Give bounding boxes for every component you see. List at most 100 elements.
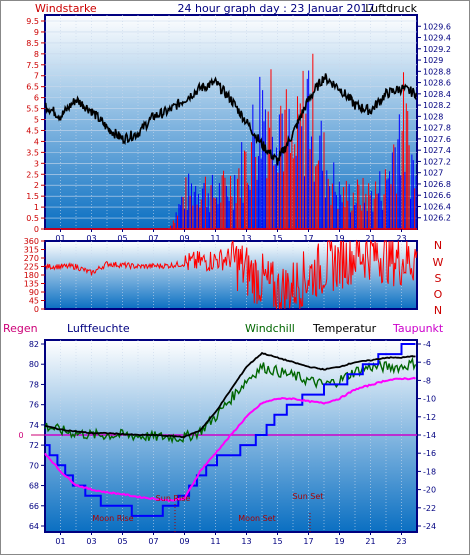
- humidity-tick-label: 66: [29, 502, 39, 511]
- humidity-label: Luftfeuchte: [67, 322, 130, 335]
- hour-bottom-tick-label: 05: [117, 537, 127, 546]
- hour-bottom-tick-label: 09: [179, 537, 189, 546]
- wind-tick-label: 6: [34, 94, 39, 103]
- hour-bottom-tick-label: 19: [334, 537, 344, 546]
- wind-tick-label: 5.5: [26, 105, 39, 114]
- hour-tick-label: 23: [396, 234, 406, 243]
- hour-bottom-tick-label: 17: [303, 537, 313, 546]
- chart-title: 24 hour graph day : 23 Januar 2017: [178, 2, 375, 15]
- temperature-line: [44, 351, 416, 439]
- temperature-tick-label: -18: [423, 467, 436, 476]
- wind-direction-series: [44, 239, 418, 310]
- temperature-tick-label: -14: [423, 431, 436, 440]
- pressure-tick-label: 1026.6: [423, 191, 451, 200]
- pressure-tick-label: 1029.2: [423, 45, 451, 54]
- wind-tick-label: 8: [34, 50, 39, 59]
- humidity-tick-label: 78: [29, 380, 39, 389]
- temperature-tick-label: -22: [423, 504, 436, 513]
- hour-bottom-tick-label: 15: [272, 537, 282, 546]
- direction-tick-label: 0: [34, 305, 39, 314]
- humidity-tick-label: 70: [29, 461, 39, 470]
- hour-tick-label: 07: [148, 234, 158, 243]
- temperature-tick-label: -24: [423, 522, 436, 531]
- hour-tick-label: 09: [179, 234, 189, 243]
- direction-tick-label: 45: [29, 297, 39, 306]
- direction-tick-label: 180: [24, 271, 39, 280]
- dewpoint-label: Taupunkt: [392, 322, 444, 335]
- hour-bottom-tick-label: 21: [365, 537, 375, 546]
- humidity-tick-label: 72: [29, 441, 39, 450]
- humidity-tick-label: 80: [29, 360, 39, 369]
- temperature-tick-label: -4: [423, 340, 431, 349]
- compass-labels: N W S O N: [433, 239, 444, 317]
- wind-tick-label: 0.5: [26, 214, 39, 223]
- wind-tick-label: 8.5: [26, 39, 39, 48]
- wind-tick-label: 0: [34, 225, 39, 234]
- moon-rise-label: Moon Rise: [92, 514, 133, 523]
- humidity-tick-label: 82: [29, 340, 39, 349]
- direction-tick-label: 270: [24, 254, 39, 263]
- pressure-tick-label: 1029: [423, 56, 443, 65]
- wind-tick-label: 3: [34, 159, 39, 168]
- wind-tick-label: 7: [34, 72, 39, 81]
- wind-tick-label: 5: [34, 116, 39, 125]
- wind-tick-label: 2.5: [26, 170, 39, 179]
- windchill-label: Windchill: [245, 322, 295, 335]
- compass-o: O: [434, 288, 443, 301]
- hour-bottom-tick-label: 01: [55, 537, 65, 546]
- pressure-series: [44, 73, 417, 166]
- compass-n-bottom: N: [434, 304, 442, 317]
- pressure-tick-label: 1027.8: [423, 124, 451, 133]
- hour-bottom-tick-label: 11: [210, 537, 220, 546]
- hour-tick-label: 05: [117, 234, 127, 243]
- windchill-line: [44, 356, 417, 445]
- direction-tick-label: 225: [24, 263, 39, 272]
- hour-bottom-tick-label: 07: [148, 537, 158, 546]
- rain-tick-label: 0: [18, 431, 23, 440]
- temperature-tick-label: -10: [423, 395, 436, 404]
- temperature-tick-label: -6: [423, 358, 431, 367]
- wind-axis-title: Windstarke: [35, 2, 97, 15]
- direction-tick-label: 360: [24, 237, 39, 246]
- pressure-tick-label: 1029.4: [423, 34, 451, 43]
- hour-tick-label: 03: [86, 234, 96, 243]
- wind-tick-label: 1.5: [26, 192, 39, 201]
- hour-bottom-tick-label: 13: [241, 537, 251, 546]
- temperature-tick-label: -8: [423, 376, 431, 385]
- pressure-axis-title: Luftdruck: [365, 2, 417, 15]
- wind-tick-label: 9: [34, 28, 39, 37]
- hour-tick-label: 13: [241, 234, 251, 243]
- pressure-tick-label: 1026.2: [423, 214, 451, 223]
- pressure-tick-label: 1028.6: [423, 79, 451, 88]
- pressure-line: [44, 73, 417, 166]
- wind-tick-label: 4: [34, 137, 39, 146]
- pressure-tick-label: 1026.4: [423, 202, 451, 211]
- pressure-tick-label: 1027.6: [423, 135, 451, 144]
- wind-tick-label: 3.5: [26, 148, 39, 157]
- sun-set-label: Sun Set: [293, 492, 324, 501]
- humidity-tick-label: 64: [29, 522, 39, 531]
- hour-tick-label: 01: [55, 234, 65, 243]
- humidity-tick-label: 74: [29, 421, 39, 430]
- dewpoint-line: [44, 376, 416, 503]
- humidity-tick-label: 68: [29, 482, 39, 491]
- wind-tick-label: 1: [34, 203, 39, 212]
- temperature-tick-label: -12: [423, 413, 436, 422]
- axis-ticks: 0 0.5 1 1.5 2 2.5 3 3.5 4 4.55 5.5 6 6.5 7 7.5 8 8.5 9 9.5…: [18, 17, 451, 546]
- astro-markers: Sun Rise Moon Rise Moon Set Sun Set: [92, 492, 323, 532]
- pressure-tick-label: 1028.4: [423, 90, 451, 99]
- wind-tick-label: 4.5: [26, 126, 39, 135]
- pressure-tick-label: 1027.4: [423, 146, 451, 155]
- wind-tick-label: 6.5: [26, 83, 39, 92]
- regen-label: Regen: [3, 322, 38, 335]
- hour-tick-label: 19: [334, 234, 344, 243]
- pressure-tick-label: 1029.6: [423, 22, 451, 31]
- pressure-tick-label: 1026.8: [423, 180, 451, 189]
- pressure-tick-label: 1028: [423, 112, 443, 121]
- pressure-tick-label: 1027: [423, 169, 443, 178]
- humidity-tick-label: 76: [29, 401, 39, 410]
- sun-rise-label: Sun Rise: [156, 494, 191, 503]
- direction-tick-label: 90: [29, 288, 39, 297]
- direction-tick-label: 315: [24, 246, 39, 255]
